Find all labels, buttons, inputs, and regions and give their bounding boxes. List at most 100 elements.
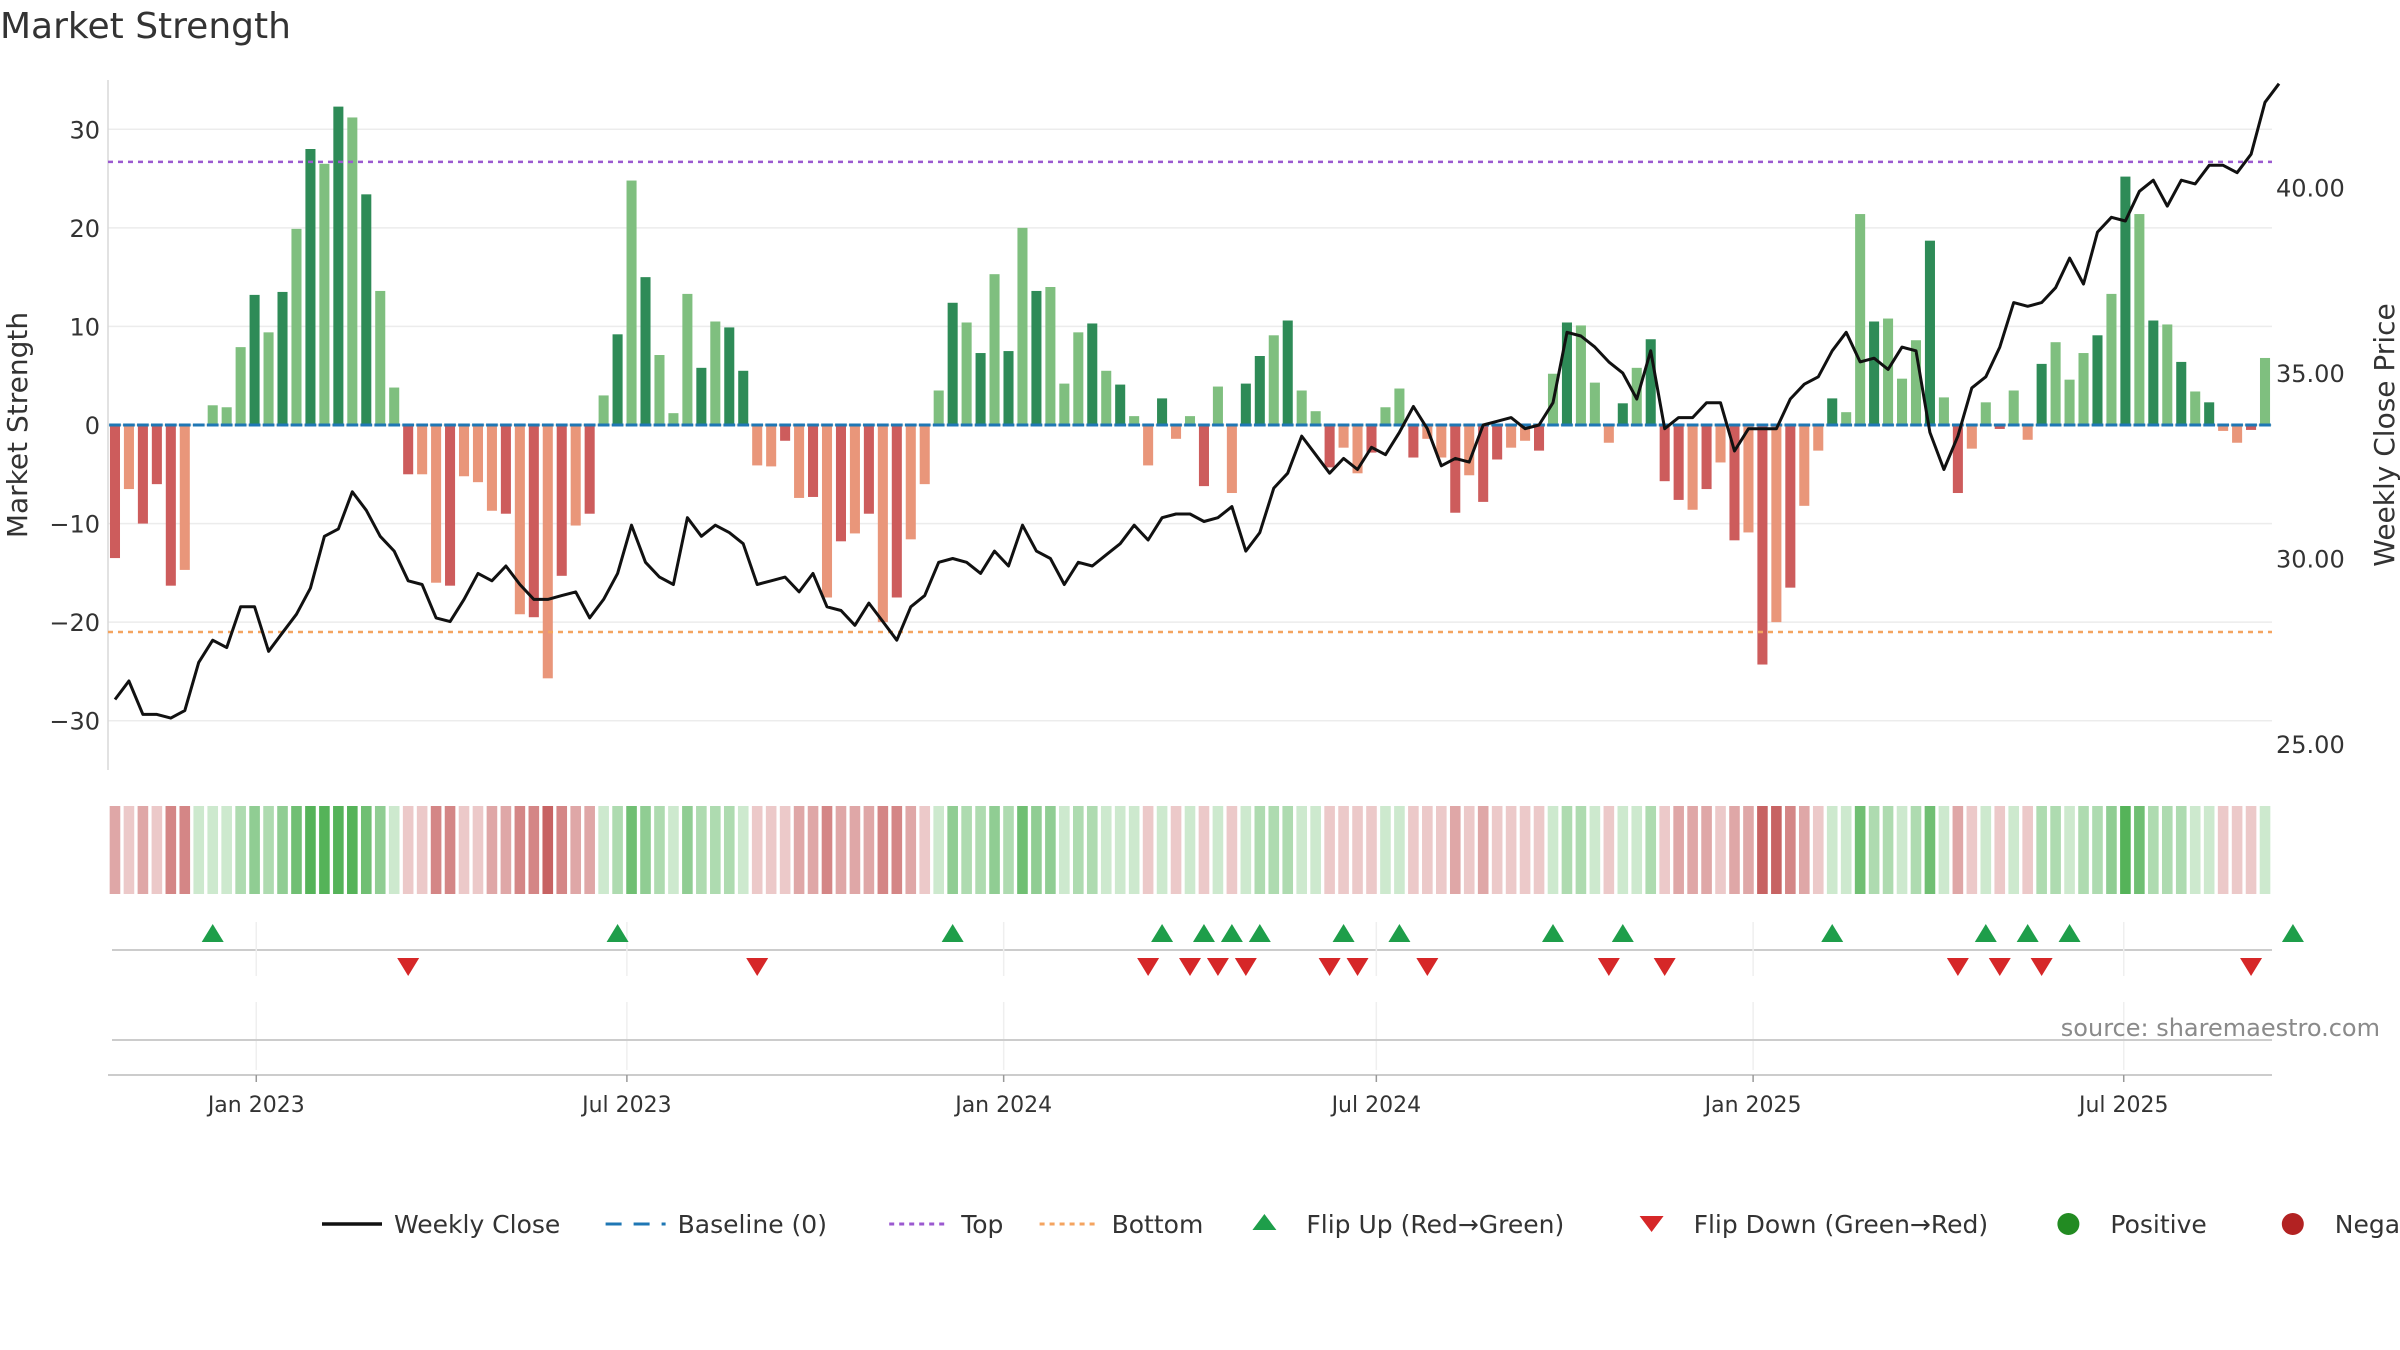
heat-cell — [1980, 806, 1992, 894]
legend-label: Flip Up (Red→Green) — [1306, 1210, 1564, 1239]
heat-cell — [1045, 806, 1056, 894]
strength-bar — [2259, 357, 2271, 425]
flip-up-marker — [1974, 924, 1997, 942]
strength-bar — [780, 425, 791, 441]
heat-cell — [779, 806, 791, 894]
strength-bar — [123, 425, 134, 490]
heat-cell — [1031, 806, 1042, 894]
heat-cell — [1310, 806, 1321, 894]
legend-label: Bottom — [1112, 1210, 1204, 1239]
heat-cell — [1701, 806, 1712, 894]
flip-up-marker — [1821, 924, 1844, 942]
strength-bar — [1673, 425, 1684, 500]
strength-bar — [808, 425, 819, 497]
strength-bar — [1031, 290, 1042, 425]
strength-bar — [1003, 351, 1014, 425]
y2-tick-label: 30.00 — [2276, 546, 2345, 574]
heat-cell — [1128, 806, 1140, 894]
strength-bar — [1171, 425, 1182, 439]
heat-cell — [2134, 806, 2145, 894]
heat-cell — [402, 806, 414, 894]
strength-bar — [1520, 425, 1531, 441]
strength-bar — [151, 425, 162, 485]
heat-cell — [1617, 806, 1629, 894]
heat-cell — [598, 806, 609, 894]
strength-bar — [458, 425, 470, 477]
strength-bar — [1659, 425, 1670, 482]
strength-bar — [1478, 425, 1489, 502]
heat-cell — [1994, 806, 2006, 894]
heat-cell — [1142, 806, 1154, 894]
strength-bar — [1869, 321, 1880, 425]
heat-cell — [1282, 806, 1294, 894]
strength-bar — [1129, 416, 1140, 425]
strength-bar — [2036, 363, 2047, 425]
heat-cell — [235, 806, 246, 894]
heat-cell — [626, 806, 637, 894]
y2-tick-label: 40.00 — [2276, 175, 2345, 203]
heat-cell — [486, 806, 498, 894]
strength-bar — [2246, 425, 2257, 430]
strength-bar — [249, 294, 260, 425]
heat-cell — [1184, 806, 1196, 894]
strength-bar — [319, 163, 330, 426]
strength-bar — [766, 425, 777, 467]
strength-bar — [1771, 425, 1782, 623]
strength-bar — [752, 425, 763, 466]
strength-bar — [1715, 425, 1726, 463]
heat-cell — [1338, 806, 1349, 894]
heat-cell — [1729, 806, 1740, 894]
strength-bar — [500, 425, 511, 514]
heat-cell — [305, 806, 316, 894]
heat-cell — [723, 806, 735, 894]
heat-cell — [807, 806, 819, 894]
strength-bar — [1994, 425, 2005, 429]
y2-axis-title: Weekly Close Price — [2368, 303, 2400, 566]
legend-label: Weekly Close — [394, 1210, 560, 1239]
y-tick-label: −10 — [49, 511, 100, 539]
heat-cell — [654, 806, 665, 894]
strength-bar — [1687, 425, 1698, 510]
heat-cell — [1785, 806, 1796, 894]
x-tick-label: Jul 2025 — [2077, 1093, 2169, 1118]
strength-bar — [375, 290, 386, 425]
strength-bar — [849, 425, 860, 534]
heat-cell — [207, 806, 219, 894]
x-tick-label: Jul 2023 — [580, 1093, 672, 1118]
heat-cell — [458, 806, 470, 894]
heat-cell — [1477, 806, 1489, 894]
heat-cell — [640, 806, 651, 894]
heat-cell — [849, 806, 861, 894]
strength-bar — [877, 425, 888, 623]
heat-cell — [2161, 806, 2173, 894]
heat-cell — [1589, 806, 1601, 894]
heat-cell — [221, 806, 232, 894]
strength-bar — [1352, 425, 1363, 474]
heat-cell — [333, 806, 344, 894]
strength-bar — [445, 425, 456, 586]
strength-bar — [1980, 402, 1991, 425]
strength-bar — [626, 180, 637, 425]
heat-cell — [1491, 806, 1503, 894]
x-tick-label: Jan 2023 — [206, 1093, 305, 1118]
heat-cell — [1547, 806, 1559, 894]
strength-bar — [2190, 391, 2201, 425]
heat-cell — [1380, 806, 1391, 894]
heat-cell — [793, 806, 805, 894]
heat-cell — [2148, 806, 2159, 894]
heat-cell — [263, 806, 274, 894]
heat-cell — [444, 806, 456, 894]
strength-bar — [1087, 323, 1098, 425]
heat-cell — [291, 806, 302, 894]
strength-bar — [1436, 425, 1447, 458]
strength-bar — [891, 425, 902, 598]
heat-cell — [2064, 806, 2075, 894]
strength-bar — [361, 194, 372, 425]
heat-cell — [1826, 806, 1838, 894]
heat-cell — [1324, 806, 1335, 894]
strength-bar — [947, 302, 958, 425]
strength-bar — [1115, 384, 1126, 425]
heat-cell — [1254, 806, 1266, 894]
heat-cell — [1463, 806, 1475, 894]
